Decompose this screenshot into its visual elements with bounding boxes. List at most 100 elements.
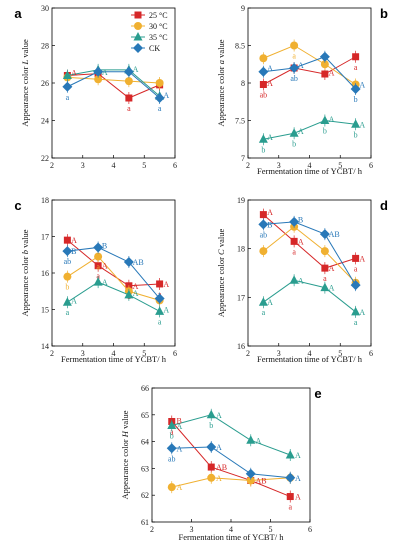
- annotation-e-7: A: [216, 474, 222, 483]
- panel-letter-e: e: [314, 386, 321, 401]
- point-label-c-ck-0: ab: [64, 257, 72, 266]
- legend-marker-35c: [133, 32, 143, 41]
- annotation-b-2: A: [298, 61, 304, 70]
- point-label-b-30c-1: a: [292, 52, 296, 61]
- legend: 25 °C 30 °C 35 °C CK: [131, 11, 168, 53]
- data-point-c-ck-3: [154, 293, 165, 304]
- y-tick-label-c-15: 15: [41, 306, 49, 315]
- annotation-e-4: A: [216, 411, 222, 420]
- y-tick-label-a-24: 24: [41, 117, 49, 126]
- series-line-c-25c: [67, 239, 160, 287]
- legend-marker-25c: [134, 11, 142, 19]
- point-label-c-35c-0: a: [66, 308, 70, 317]
- point-label-b-35c-3: b: [354, 130, 358, 139]
- x-tick-label-b-5: 5: [338, 161, 342, 170]
- x-tick-label-c-5: 5: [142, 349, 146, 358]
- annotation-a-1: A: [102, 68, 108, 77]
- plot-frame-c: [51, 199, 176, 347]
- data-point-d-25c-2: [321, 264, 329, 272]
- y-axis-title-e: Appearance color H value: [120, 410, 130, 499]
- series-line-d-35c: [263, 279, 356, 313]
- x-tick-label-d-3: 3: [277, 349, 281, 358]
- legend-label-25c: 25 °C: [149, 11, 168, 20]
- y-tick-label-e-65: 65: [141, 411, 149, 420]
- x-tick-label-c-4: 4: [112, 349, 116, 358]
- data-point-d-30c-2: [320, 247, 329, 256]
- y-tick-label-e-62: 62: [141, 491, 149, 500]
- point-label-b-35c-0: b: [261, 145, 265, 154]
- data-point-e-25c-3: [286, 493, 294, 501]
- y-tick-label-d-16: 16: [237, 342, 245, 351]
- series-line-c-30c: [67, 255, 160, 301]
- panel-a: 2 3 4 5 6 22 24 26 28 30 Appearance color L value a…: [14, 4, 177, 170]
- annotation-e-10: A: [295, 451, 301, 460]
- y-tick-label-e-61: 61: [141, 518, 149, 527]
- y-axis-title-a: Appearance color L value: [20, 39, 30, 127]
- y-tick-label-e-63: 63: [141, 464, 149, 473]
- x-tick-label-e-4: 4: [229, 525, 233, 534]
- data-point-b-ck-0: [258, 66, 269, 77]
- data-point-a-ck-1: [93, 66, 104, 77]
- data-point-d-25c-0: [259, 211, 267, 219]
- data-point-c-25c-0: [63, 236, 71, 244]
- data-point-e-ck-1: [206, 441, 217, 452]
- x-axis-title-b: Fermentation time of YCBT/ h: [257, 166, 363, 176]
- data-point-a-30c-2: [124, 77, 133, 86]
- point-label-c-30c-0: b: [65, 283, 69, 292]
- annotation-d-8: A: [298, 276, 304, 285]
- plot-frame-e: [151, 387, 311, 523]
- annotation-c-5: A: [133, 282, 139, 291]
- data-point-b-35c-2: [320, 115, 330, 124]
- data-point-b-25c-2: [321, 70, 329, 78]
- x-tick-label-d-2: 2: [246, 349, 250, 358]
- data-point-e-35c-3: [285, 450, 295, 459]
- series-line-d-25c: [263, 214, 356, 269]
- data-point-d-ck-0: [258, 219, 269, 230]
- data-point-e-30c-0: [167, 483, 176, 492]
- data-point-a-35c-0: [62, 70, 72, 79]
- annotation-d-3: A: [298, 237, 304, 246]
- series-line-e-30c: [171, 477, 291, 488]
- data-point-e-ck-0: [166, 443, 177, 454]
- data-point-d-30c-0: [259, 247, 268, 256]
- panel-letter-b: b: [380, 6, 388, 21]
- x-tick-label-c-3: 3: [81, 349, 85, 358]
- panel-b: 2 3 4 5 6 7 7.5 8 8.5 9 Fermentation time of YCBT/…: [216, 4, 388, 176]
- annotation-b-3: A: [329, 69, 335, 78]
- x-tick-label-b-2: 2: [246, 161, 250, 170]
- annotation-c-10: A: [163, 306, 169, 315]
- annotation-e-6: AB: [216, 463, 227, 472]
- annotation-d-9: A: [329, 284, 335, 293]
- x-axis-title-c: Fermentation time of YCBT/ h: [61, 354, 167, 364]
- annotation-d-5: A: [329, 264, 335, 273]
- point-label-c-35c-3: a: [158, 317, 162, 326]
- annotation-c-1: B: [71, 247, 76, 256]
- data-point-c-35c-0: [62, 297, 72, 306]
- data-point-a-25c-2: [125, 94, 133, 102]
- y-tick-label-b-9: 9: [241, 4, 245, 13]
- data-point-b-30c-1: [290, 41, 299, 50]
- annotation-d-2: B: [298, 215, 303, 224]
- point-label-a-ck-0: a: [66, 93, 70, 102]
- x-axis-title-e: Fermentation time of YCBT/ h: [179, 532, 285, 542]
- annotation-c-6: A: [163, 280, 169, 289]
- series-line-b-35c: [263, 119, 356, 140]
- point-label-d-35c-0: a: [262, 308, 266, 317]
- point-label-b-25c-0: ab: [260, 91, 268, 100]
- y-tick-label-b-85: 8.5: [235, 42, 245, 51]
- x-tick-label-d-6: 6: [369, 349, 373, 358]
- annotation-b-8: A: [359, 120, 365, 129]
- x-tick-label-b-3: 3: [277, 161, 281, 170]
- series-line-e-25c: [171, 421, 291, 498]
- annotation-d-6: A: [359, 254, 365, 263]
- data-point-c-ck-0: [62, 246, 73, 257]
- data-point-c-25c-1: [94, 262, 102, 270]
- point-label-b-35c-2: b: [323, 127, 327, 136]
- point-label-e-25c-3: a: [288, 503, 292, 512]
- x-tick-label-e-6: 6: [308, 525, 312, 534]
- series-line-a-25c: [67, 73, 160, 99]
- data-point-a-30c-3: [155, 79, 164, 87]
- annotation-e-9: AB: [255, 476, 266, 485]
- series-line-c-ck: [67, 246, 161, 299]
- data-point-b-30c-0: [259, 54, 268, 63]
